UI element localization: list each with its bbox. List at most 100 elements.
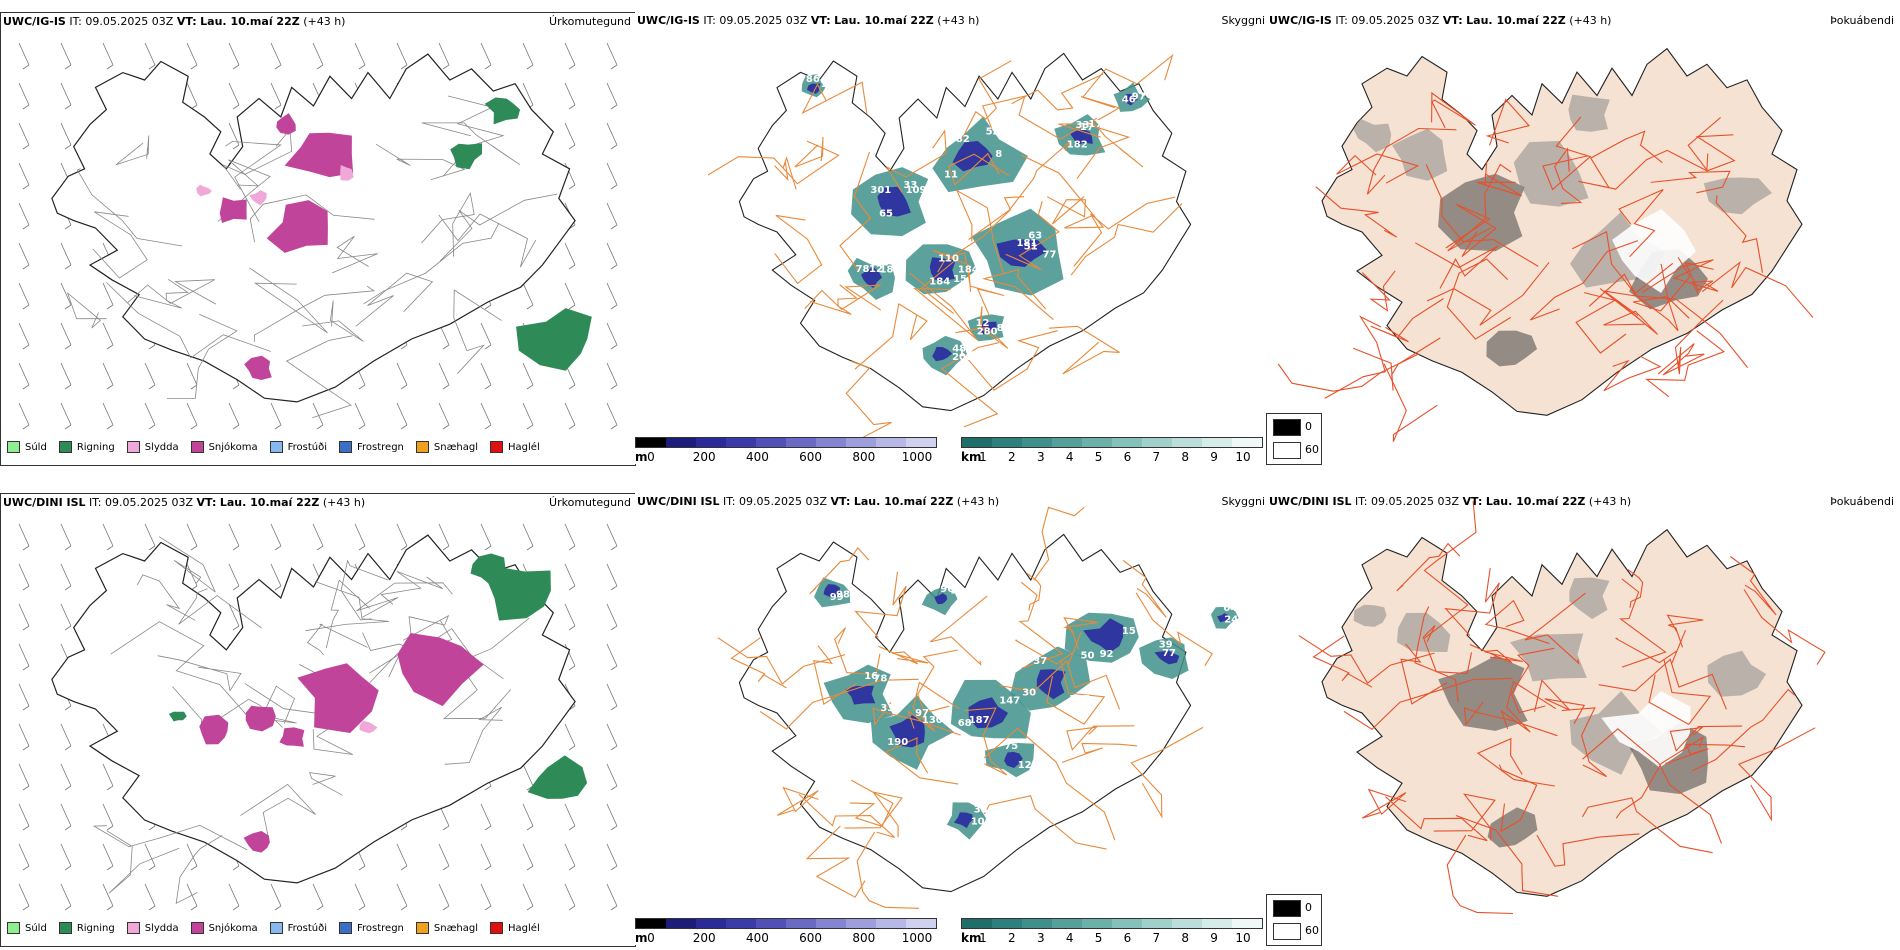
cloud-base-label: 97 xyxy=(1132,92,1146,103)
precip-panel-bottom: UWC/DINI ISL IT: 09.05.2025 03Z VT: Lau.… xyxy=(0,493,636,947)
panel-type-label: Þokuábendi xyxy=(1830,14,1894,27)
wind-barb xyxy=(564,803,576,831)
cloud-base-label: 64 xyxy=(1223,603,1237,614)
wind-barb xyxy=(396,883,408,911)
wind-barb xyxy=(18,242,30,270)
wind-barb xyxy=(606,723,618,751)
fog-map-bottom xyxy=(1298,501,1826,915)
road-network xyxy=(717,506,1213,909)
wind-barb xyxy=(438,402,450,430)
colorbar-cell xyxy=(636,438,666,447)
low-cloud-area xyxy=(1122,93,1139,106)
colorbar-cell xyxy=(756,438,786,447)
colorbar-tick: 4 xyxy=(1065,450,1074,464)
colorbar-strip xyxy=(635,918,937,929)
wind-barb xyxy=(144,843,156,871)
wind-barb xyxy=(270,523,282,551)
low-cloud-area xyxy=(934,593,948,605)
wind-barb xyxy=(60,282,72,310)
wind-barb xyxy=(102,843,114,871)
low-cloud-area xyxy=(877,186,911,217)
wind-barb xyxy=(18,843,30,871)
cloud-base-label: 98 xyxy=(836,590,850,601)
cloud-base-label: 46 xyxy=(1122,95,1136,106)
wind-barb xyxy=(480,42,492,70)
wind-barb xyxy=(480,883,492,911)
cloud-base-label: 184 xyxy=(929,277,950,288)
fog-map-top xyxy=(1277,47,1814,442)
panel-type-label: Úrkomutegund xyxy=(549,15,631,28)
snow-area xyxy=(266,200,328,253)
fog-shade xyxy=(1569,577,1610,620)
colorbar-cell xyxy=(962,438,992,447)
snow-area xyxy=(199,714,229,745)
snow-area xyxy=(284,132,354,178)
cloud-base-label: 106 xyxy=(971,816,992,827)
cloud-map-top: 65 8 77 15 12 17 97 82 203 280 33 782 181 184 124 178 46… xyxy=(707,52,1192,444)
iceland-coastline xyxy=(1321,528,1803,897)
cloud-areas xyxy=(814,577,1239,840)
colorbar-cell xyxy=(962,919,992,928)
snow-area xyxy=(297,663,379,733)
colorbar-cell xyxy=(666,438,696,447)
cloud-base-label: 184 xyxy=(958,264,979,275)
wind-barb xyxy=(102,402,114,430)
colorbar-strip xyxy=(961,437,1263,448)
legend-label: Frostúði xyxy=(287,922,327,934)
wind-barb xyxy=(228,563,240,591)
legend-label: Súld xyxy=(25,441,47,453)
wind-barb xyxy=(312,402,324,430)
wind-barb xyxy=(606,843,618,871)
legend-label: Slydda xyxy=(144,922,179,934)
precip-map-top xyxy=(18,42,618,430)
colorbar-tick: 0 xyxy=(647,450,655,464)
wind-barb xyxy=(312,42,324,70)
low-cloud-area xyxy=(861,267,882,288)
cloud-base-label: 33 xyxy=(903,180,917,191)
wind-barb xyxy=(18,122,30,150)
wind-barb xyxy=(438,42,450,70)
fog-shade xyxy=(1353,118,1392,153)
legend-swatch xyxy=(7,922,20,934)
colorbar-cell xyxy=(1052,438,1082,447)
cloud-base-label: 243 xyxy=(1224,615,1245,626)
cloud-base-label: 96 xyxy=(940,584,954,595)
wind-barb xyxy=(144,523,156,551)
colorbar-tick: 400 xyxy=(745,931,769,945)
legend-swatch xyxy=(339,922,352,934)
legend-label: Snjókoma xyxy=(208,922,258,934)
cloud-base-label: 68 xyxy=(958,718,972,729)
panel-type-label: Þokuábendi xyxy=(1830,495,1894,508)
sleet-area xyxy=(340,165,354,181)
wind-barb xyxy=(564,282,576,310)
wind-barb xyxy=(438,362,450,390)
cloud-base-label: 19 xyxy=(958,348,972,359)
wind-barb xyxy=(522,362,534,390)
fog-shade xyxy=(1438,655,1528,731)
fog-shade xyxy=(1513,140,1589,207)
wind-barb xyxy=(186,82,198,110)
colorbar-unit: m xyxy=(635,931,648,945)
legend-item: Rigning xyxy=(58,441,115,453)
fog-shade xyxy=(1487,807,1538,848)
colorbar-cell xyxy=(786,438,816,447)
wind-barb xyxy=(60,523,72,551)
wind-barb xyxy=(18,82,30,110)
wind-barb xyxy=(18,763,30,791)
wind-barb xyxy=(354,523,366,551)
rain-area xyxy=(487,568,551,621)
wind-barb xyxy=(60,122,72,150)
colorbar-cell xyxy=(786,919,816,928)
snow-area xyxy=(397,633,484,707)
fog-shade xyxy=(1392,128,1448,181)
cloud-base-label: 63 xyxy=(1028,230,1042,241)
cloud-base-label: 30 xyxy=(1022,688,1036,699)
colorbar-cell xyxy=(696,438,726,447)
legend-label: Frostúði xyxy=(287,441,327,453)
wind-barb xyxy=(606,42,618,70)
colorbar-tick: 8 xyxy=(1181,450,1190,464)
road-network xyxy=(707,53,1183,444)
cloud-base-label: 182 xyxy=(1067,140,1088,151)
colorbar-cell xyxy=(1172,438,1202,447)
wind-barb xyxy=(186,843,198,871)
